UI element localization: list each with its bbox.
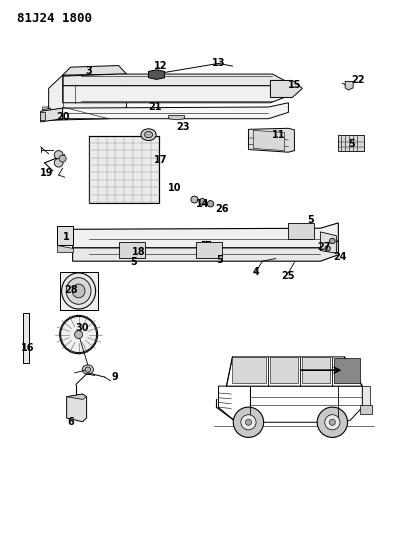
Polygon shape — [43, 108, 51, 115]
Bar — [196, 242, 222, 258]
Polygon shape — [67, 394, 87, 422]
Polygon shape — [73, 223, 338, 248]
Text: 9: 9 — [111, 372, 118, 382]
Polygon shape — [302, 357, 330, 383]
Text: 13: 13 — [212, 59, 225, 68]
Polygon shape — [40, 112, 45, 120]
Polygon shape — [168, 116, 184, 120]
Text: 81J24 1800: 81J24 1800 — [17, 12, 92, 26]
Ellipse shape — [330, 238, 335, 244]
Polygon shape — [43, 107, 49, 120]
Ellipse shape — [199, 198, 206, 205]
Text: 19: 19 — [40, 168, 53, 178]
Text: 6: 6 — [67, 417, 74, 427]
Text: 15: 15 — [288, 80, 301, 90]
Text: 10: 10 — [168, 183, 181, 193]
Ellipse shape — [329, 419, 335, 425]
Text: 11: 11 — [271, 130, 285, 140]
Polygon shape — [63, 74, 284, 86]
Text: 16: 16 — [21, 343, 34, 353]
Polygon shape — [363, 386, 371, 407]
Text: 5: 5 — [307, 215, 314, 225]
Text: 18: 18 — [132, 247, 146, 257]
Text: 28: 28 — [64, 286, 77, 295]
Bar — [288, 223, 314, 239]
Ellipse shape — [59, 155, 66, 162]
Text: 24: 24 — [333, 252, 346, 262]
Ellipse shape — [75, 330, 83, 338]
Polygon shape — [320, 232, 336, 253]
Ellipse shape — [207, 200, 214, 207]
Polygon shape — [227, 357, 363, 386]
Text: 22: 22 — [352, 76, 365, 85]
Polygon shape — [49, 74, 127, 120]
Text: 12: 12 — [154, 61, 167, 70]
Ellipse shape — [85, 367, 91, 372]
Polygon shape — [270, 80, 302, 98]
Ellipse shape — [325, 246, 330, 251]
Polygon shape — [73, 241, 338, 261]
Bar — [360, 405, 373, 414]
Text: 5: 5 — [348, 139, 355, 149]
Polygon shape — [57, 245, 73, 252]
Polygon shape — [57, 226, 73, 245]
Ellipse shape — [317, 407, 348, 438]
Polygon shape — [219, 386, 251, 422]
Polygon shape — [148, 70, 164, 79]
Text: 20: 20 — [56, 111, 69, 122]
Polygon shape — [253, 131, 284, 151]
Polygon shape — [345, 82, 353, 90]
Text: 4: 4 — [252, 267, 259, 277]
Ellipse shape — [141, 129, 156, 141]
Text: 27: 27 — [317, 243, 330, 252]
Ellipse shape — [233, 407, 263, 438]
Bar — [89, 136, 158, 203]
Ellipse shape — [325, 415, 340, 430]
Bar — [60, 272, 98, 310]
Ellipse shape — [144, 132, 152, 138]
Polygon shape — [63, 80, 284, 103]
Ellipse shape — [245, 419, 251, 425]
Bar — [338, 135, 365, 151]
Polygon shape — [63, 66, 127, 75]
Text: 30: 30 — [76, 322, 89, 333]
Bar — [23, 313, 29, 364]
Text: 26: 26 — [216, 204, 229, 214]
Ellipse shape — [72, 284, 85, 298]
Ellipse shape — [54, 159, 63, 167]
Ellipse shape — [66, 278, 91, 304]
Bar — [334, 358, 360, 383]
Ellipse shape — [241, 415, 256, 430]
Ellipse shape — [54, 151, 63, 159]
Text: 5: 5 — [216, 255, 223, 265]
Text: 23: 23 — [176, 122, 189, 132]
Polygon shape — [67, 394, 87, 399]
Polygon shape — [249, 128, 294, 152]
Ellipse shape — [62, 273, 95, 309]
Bar — [119, 242, 144, 258]
Text: 25: 25 — [282, 271, 295, 280]
Ellipse shape — [60, 316, 97, 354]
Polygon shape — [63, 103, 288, 119]
Text: 17: 17 — [154, 155, 167, 165]
Ellipse shape — [82, 365, 93, 374]
Polygon shape — [251, 386, 363, 422]
Text: 21: 21 — [148, 102, 161, 112]
Ellipse shape — [191, 196, 198, 203]
Polygon shape — [270, 357, 298, 383]
Text: 3: 3 — [85, 66, 92, 76]
Text: 1: 1 — [63, 232, 70, 242]
Polygon shape — [41, 108, 63, 122]
Text: 5: 5 — [130, 257, 137, 267]
Polygon shape — [233, 357, 266, 383]
Text: 14: 14 — [196, 199, 209, 209]
